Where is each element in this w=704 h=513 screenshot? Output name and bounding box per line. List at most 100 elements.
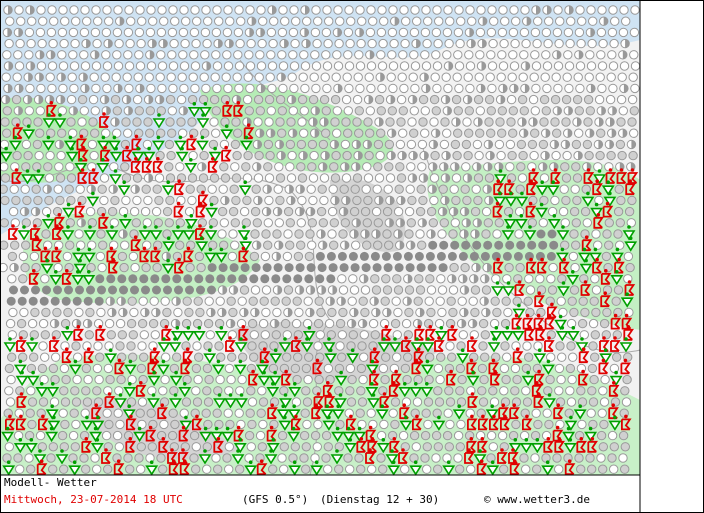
clear-symbol — [355, 5, 365, 15]
clear-symbol — [410, 83, 420, 94]
shower-symbol — [322, 342, 336, 353]
shower-symbol — [511, 330, 525, 342]
thunderstorm-dot — [626, 325, 631, 329]
clear-symbol — [58, 83, 68, 94]
cloudy-symbol — [334, 464, 344, 474]
shower-dot — [242, 225, 246, 229]
thunderstorm-dot — [535, 381, 539, 385]
cloudy-symbol — [415, 285, 426, 295]
partly-cloudy-fill — [344, 241, 349, 250]
clear-symbol — [224, 464, 234, 474]
clear-symbol — [289, 61, 300, 71]
shower-dot — [217, 393, 222, 397]
cloudy-symbol — [550, 117, 560, 127]
partly-cloudy-fill — [490, 151, 495, 160]
shower-symbol — [233, 364, 247, 375]
thunderstorm-dot — [601, 358, 606, 363]
shower-dot — [558, 314, 563, 319]
clear-symbol — [600, 374, 610, 385]
partly-cloudy-fill — [376, 229, 381, 239]
clear-symbol — [283, 229, 293, 239]
thunderstorm-dot — [228, 336, 232, 340]
cloudy-symbol — [330, 117, 340, 127]
shower-dot — [545, 460, 550, 465]
clear-symbol — [36, 61, 47, 71]
clear-symbol — [554, 363, 565, 374]
clear-symbol — [568, 352, 578, 362]
cloudy-symbol — [65, 218, 76, 228]
partly-cloudy-fill — [410, 241, 415, 250]
cloudy-symbol — [483, 218, 493, 228]
clear-symbol — [424, 296, 434, 306]
cloudy-symbol — [444, 386, 454, 396]
shower-symbol — [557, 286, 570, 297]
clear-symbol — [5, 16, 15, 26]
clear-symbol — [68, 27, 79, 38]
clear-symbol — [298, 72, 308, 82]
thunderstorm-symbol — [620, 362, 632, 375]
clear-symbol — [47, 61, 58, 71]
clear-symbol — [288, 106, 298, 116]
shower-dot — [127, 404, 131, 409]
shower-symbol — [71, 274, 85, 286]
partly-cloudy-fill — [322, 162, 327, 171]
cloudy-symbol — [87, 218, 98, 228]
clear-symbol — [498, 61, 509, 71]
partly-cloudy-fill — [369, 50, 374, 59]
cloudy-symbol — [447, 352, 457, 362]
cloudy-symbol — [453, 106, 463, 116]
partly-cloudy-fill — [482, 39, 487, 48]
clear-symbol — [312, 442, 322, 452]
clear-symbol — [421, 61, 432, 71]
shower-symbol — [63, 140, 77, 151]
shower-symbol — [276, 409, 290, 420]
clear-symbol — [149, 296, 159, 306]
thunderstorm-dot — [479, 459, 484, 464]
clear-symbol — [282, 330, 292, 340]
clear-symbol — [332, 106, 342, 116]
clear-symbol — [486, 50, 496, 60]
clear-symbol — [541, 27, 552, 38]
clear-symbol — [127, 374, 137, 385]
clear-symbol — [59, 38, 69, 49]
clear-symbol — [456, 16, 466, 26]
cloudy-symbol — [145, 128, 155, 138]
cloudy-symbol — [335, 419, 345, 430]
shower-symbol — [24, 442, 38, 454]
clear-symbol — [156, 50, 166, 60]
cloudy-symbol — [244, 106, 255, 116]
overcast-symbol — [207, 263, 217, 273]
cloudy-symbol — [477, 386, 487, 396]
overcast-symbol — [403, 251, 413, 261]
clear-symbol — [59, 16, 70, 26]
cloudy-symbol — [527, 218, 537, 228]
clear-symbol — [234, 83, 244, 94]
partly-cloudy-fill — [243, 308, 249, 317]
shower-dot — [335, 426, 340, 431]
clear-symbol — [575, 83, 585, 94]
shower-symbol — [117, 185, 131, 196]
shower-symbol — [535, 207, 549, 219]
thunderstorm-dot — [52, 336, 56, 340]
shower-dot — [72, 460, 77, 465]
shower-dot — [490, 404, 495, 409]
cloudy-symbol — [624, 206, 635, 217]
clear-symbol — [104, 16, 114, 26]
thunderstorm-dot — [216, 437, 221, 441]
thunderstorm-dot — [201, 190, 205, 195]
clear-symbol — [455, 38, 465, 49]
clear-symbol — [366, 83, 376, 94]
cloudy-symbol — [571, 139, 582, 150]
clear-symbol — [47, 5, 57, 15]
cloudy-symbol — [618, 430, 629, 441]
shower-symbol — [399, 420, 413, 431]
cloudy-symbol — [384, 139, 395, 150]
cloudy-symbol — [203, 318, 214, 329]
partly-cloudy-fill — [334, 196, 340, 205]
clear-symbol — [124, 83, 134, 94]
cloudy-symbol — [539, 195, 549, 206]
clear-symbol — [507, 72, 517, 82]
clear-symbol — [2, 50, 12, 60]
partly-cloudy-fill — [568, 106, 573, 115]
shower-dot — [537, 348, 542, 353]
